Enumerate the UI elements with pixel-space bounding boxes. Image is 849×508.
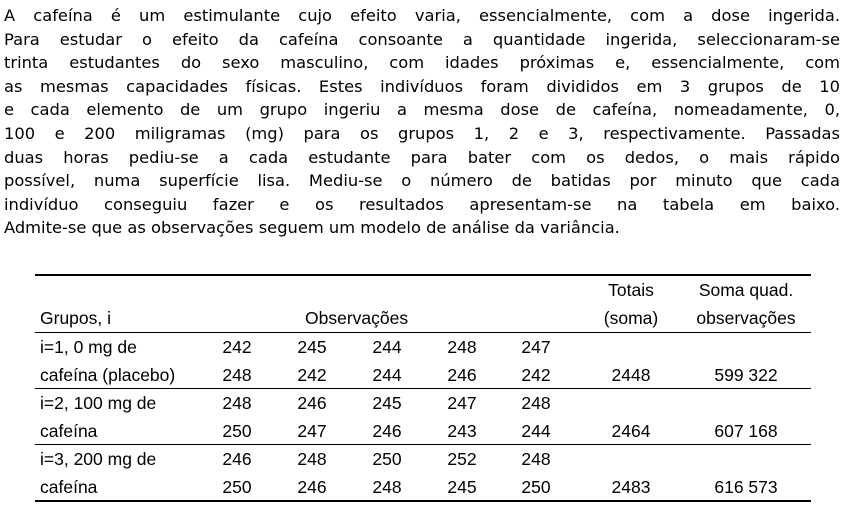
group-label: i=1, 0 mg de [40, 337, 137, 357]
total-cell: 2464 [611, 420, 651, 441]
observation-cell: 242 [521, 364, 551, 385]
group-label: cafeína [40, 420, 98, 441]
observation-cell: 246 [372, 420, 402, 441]
observation-cell: 250 [521, 476, 551, 497]
intro-paragraph: A cafeína é um estimulante cujo efeito v… [4, 4, 840, 240]
observation-cell: 243 [447, 420, 477, 441]
sum-squares-cell: 616 573 [714, 476, 778, 497]
header-groups: Grupos, i [40, 308, 111, 328]
observation-cell: 242 [297, 364, 327, 385]
group-label: cafeína [40, 476, 98, 497]
observation-cell: 252 [447, 449, 477, 469]
sum-squares-cell: 607 168 [714, 420, 778, 441]
group-label: i=3, 200 mg de [40, 449, 157, 469]
total-cell: 2483 [611, 476, 651, 497]
observation-cell: 246 [222, 449, 252, 469]
observation-cell: 248 [222, 393, 252, 413]
paragraph-line: Admite-se que as observações seguem um m… [4, 218, 620, 238]
header-totals: Totais [608, 280, 654, 300]
observation-cell: 250 [222, 420, 252, 441]
table-row: i=3, 200 mg de 246 248 250 252 248 [35, 445, 811, 473]
table-row: cafeína 250 247 246 243 244 2464 607 168 [35, 417, 811, 445]
observation-cell: 245 [447, 476, 477, 497]
data-table: Totais Soma quad. Grupos, i Observações … [35, 274, 811, 502]
group-label: cafeína (placebo) [40, 364, 176, 385]
paragraph-line: duas horas pediu-se a cada estudante par… [4, 147, 840, 167]
table-row: i=2, 100 mg de 248 246 245 247 248 [35, 389, 811, 417]
paragraph-line: A cafeína é um estimulante cujo efeito v… [4, 6, 840, 25]
observation-cell: 248 [372, 476, 402, 497]
observation-cell: 248 [222, 364, 252, 385]
observation-cell: 247 [447, 393, 477, 413]
observation-cell: 248 [521, 393, 551, 413]
header-observations: Observações [305, 308, 409, 328]
observation-cell: 244 [372, 337, 402, 357]
observation-cell: 244 [521, 420, 551, 441]
observation-cell: 248 [521, 449, 551, 469]
observation-cell: 250 [222, 476, 252, 497]
table-row: i=1, 0 mg de 242 245 244 248 247 [35, 333, 811, 361]
observation-cell: 248 [297, 449, 327, 469]
table-header-row: Grupos, i Observações (soma) observações [35, 304, 811, 333]
header-totals-sub: (soma) [603, 308, 659, 328]
total-cell: 2448 [611, 364, 651, 385]
observation-cell: 244 [372, 364, 402, 385]
observation-cell: 245 [297, 337, 327, 357]
observation-cell: 246 [297, 476, 327, 497]
paragraph-line: indivíduo conseguiu fazer e os resultado… [4, 194, 840, 214]
paragraph-line: 100 e 200 miligramas (mg) para os grupos… [4, 123, 840, 143]
sum-squares-cell: 599 322 [714, 364, 778, 385]
observation-cell: 246 [297, 393, 327, 413]
observation-cell: 247 [521, 337, 551, 357]
paragraph-line: possível, numa superfície lisa. Mediu-se… [4, 171, 840, 191]
table-row: cafeína 250 246 248 245 250 2483 616 573 [35, 473, 811, 501]
observation-cell: 247 [297, 420, 327, 441]
observation-cell: 248 [447, 337, 477, 357]
table-header-row: Totais Soma quad. [35, 276, 811, 304]
header-sum-squares: Soma quad. [698, 280, 794, 300]
observation-cell: 242 [222, 337, 252, 357]
paragraph-line: as mesmas capacidades físicas. Estes ind… [4, 76, 840, 96]
paragraph-line: Para estudar o efeito da cafeína consoan… [4, 29, 840, 49]
header-sum-squares-sub: observações [696, 308, 796, 328]
paragraph-line: trinta estudantes do sexo masculino, com… [4, 53, 840, 73]
paragraph-line: e cada elemento de um grupo ingeriu a me… [4, 100, 840, 120]
observation-cell: 245 [372, 393, 402, 413]
observation-cell: 250 [372, 449, 402, 469]
observation-cell: 246 [447, 364, 477, 385]
table-row: cafeína (placebo) 248 242 244 246 242 24… [35, 361, 811, 389]
group-label: i=2, 100 mg de [40, 393, 157, 413]
